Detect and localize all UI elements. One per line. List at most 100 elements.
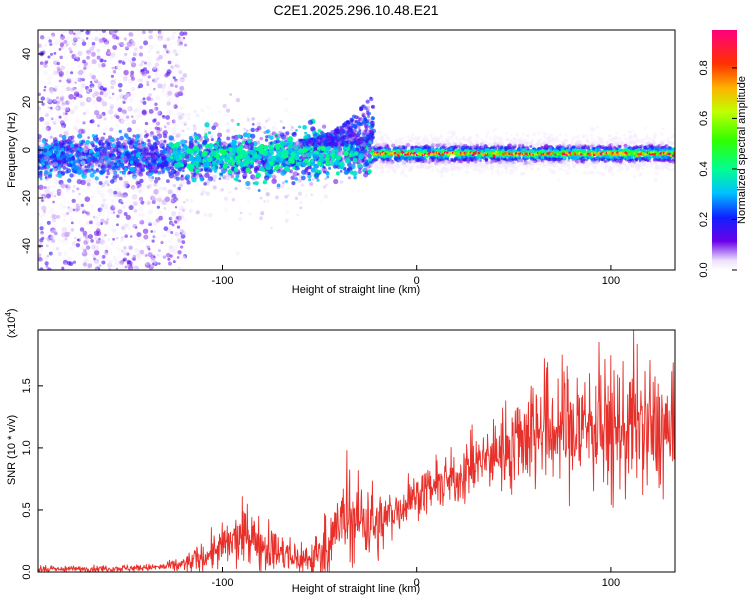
spectrogram-mark	[75, 205, 81, 211]
spectrogram-mark	[179, 228, 185, 234]
spectrogram-mark	[166, 101, 171, 106]
spectrogram-mark	[49, 135, 53, 139]
spectrogram-mark	[100, 222, 104, 225]
spectrogram-mark	[175, 198, 179, 202]
spectrogram-mark	[38, 201, 41, 204]
spectrogram-mark	[130, 30, 135, 34]
spectrogram-mark	[152, 78, 157, 83]
spectrogram-mark	[38, 137, 42, 143]
spectrogram-mark	[54, 228, 58, 233]
spectrogram-mark	[93, 123, 97, 127]
spectrogram-mark	[111, 143, 116, 148]
spectrogram-mark	[132, 200, 137, 206]
spectrogram-mark	[94, 61, 99, 66]
spectrogram-mark	[88, 38, 94, 44]
spectrogram-mark	[88, 177, 93, 182]
spectrogram-mark	[170, 231, 174, 234]
spectrogram-mark	[41, 139, 46, 144]
spectrogram-mark	[154, 76, 158, 80]
spectrogram-mark	[194, 139, 198, 143]
spectrogram-mark	[284, 202, 288, 205]
spectrogram-mark	[339, 180, 344, 184]
spectrogram-mark	[157, 110, 163, 116]
spectrogram-mark	[79, 237, 82, 240]
spectrogram-mark	[180, 214, 184, 218]
spectrogram-mark	[187, 127, 191, 131]
spectrogram-mark	[86, 65, 90, 69]
spectrogram-mark	[175, 58, 180, 63]
spectrogram-mark	[44, 256, 49, 261]
spectrogram-mark	[56, 188, 62, 194]
spectrogram-mark	[44, 57, 49, 61]
spectrogram-mark	[82, 119, 87, 124]
spectrogram-mark	[74, 35, 78, 38]
spectrogram-mark	[90, 168, 94, 171]
spectrogram-mark	[53, 118, 59, 124]
spectrogram-mark	[143, 186, 147, 189]
spectrogram-mark	[138, 218, 143, 222]
spectrogram-mark	[260, 211, 265, 216]
spectrogram-mark	[118, 72, 123, 78]
spectrogram-mark	[103, 117, 107, 121]
spectrogram-mark	[153, 222, 157, 226]
spectrogram-mark	[200, 108, 205, 113]
spectrogram-mark	[183, 144, 188, 149]
spectrogram-mark	[71, 54, 77, 60]
spectrogram-mark	[43, 188, 49, 193]
spectrogram-mark	[150, 192, 156, 198]
spectrogram-mark	[61, 174, 65, 179]
spectrogram-mark	[94, 242, 98, 246]
spectrogram-mark	[182, 217, 185, 220]
spectrogram-mark	[40, 259, 44, 263]
spectrogram-mark	[92, 191, 96, 195]
spectrogram-mark	[81, 174, 85, 177]
spectrogram-mark	[56, 68, 63, 75]
spectrogram-mark	[207, 131, 212, 135]
spectrogram-mark	[116, 140, 122, 147]
spectrogram-mark	[142, 183, 146, 186]
spectrogram-mark	[148, 44, 154, 50]
spectrogram-mark	[109, 103, 115, 110]
spectrogram-mark	[76, 169, 83, 175]
spectrogram-mark	[147, 75, 151, 79]
spectrogram-mark	[146, 56, 150, 59]
spectrogram-mark	[184, 207, 188, 210]
spectrogram-mark	[178, 126, 181, 130]
spectrogram-mark	[132, 257, 136, 261]
spectrogram-mark	[160, 91, 165, 97]
spectrogram-mark	[107, 142, 111, 146]
spectrogram-mark	[58, 71, 64, 77]
spectrogram-mark	[98, 42, 101, 45]
spectrogram-mark	[113, 210, 116, 214]
spectrogram-mark	[151, 223, 155, 227]
spectrogram-mark	[99, 239, 105, 245]
spectrogram-mark	[43, 210, 46, 214]
spectrogram-mark	[257, 121, 261, 126]
spectrogram-mark	[203, 212, 208, 218]
spectrogram-mark	[46, 164, 51, 169]
spectrogram-mark	[83, 215, 87, 218]
spectrogram-mark	[51, 253, 55, 257]
spectrogram-mark	[69, 164, 73, 168]
spectrogram-mark	[322, 165, 326, 169]
spectrogram-mark	[206, 156, 213, 163]
spectrogram-mark	[98, 147, 101, 151]
spectrogram-mark	[123, 183, 127, 187]
spectrogram-mark	[80, 49, 84, 53]
spectrogram-mark	[265, 135, 268, 139]
spectrogram-mark	[119, 135, 124, 141]
spectrogram-mark	[138, 78, 144, 83]
spectrogram-mark	[124, 59, 128, 63]
spectrogram-mark	[60, 204, 66, 210]
spectrogram-mark	[166, 191, 169, 194]
spectrogram-mark	[88, 179, 92, 183]
spectrogram-mark	[326, 175, 330, 179]
spectrogram-mark	[112, 237, 116, 241]
spectrogram-mark	[254, 181, 259, 186]
spectrogram-mark	[163, 251, 167, 255]
spectrogram-mark	[122, 94, 128, 100]
spectrogram-mark	[147, 199, 151, 202]
spectrogram-mark	[152, 65, 157, 71]
spectrogram-mark	[44, 121, 50, 127]
spectrogram-mark	[183, 133, 187, 137]
